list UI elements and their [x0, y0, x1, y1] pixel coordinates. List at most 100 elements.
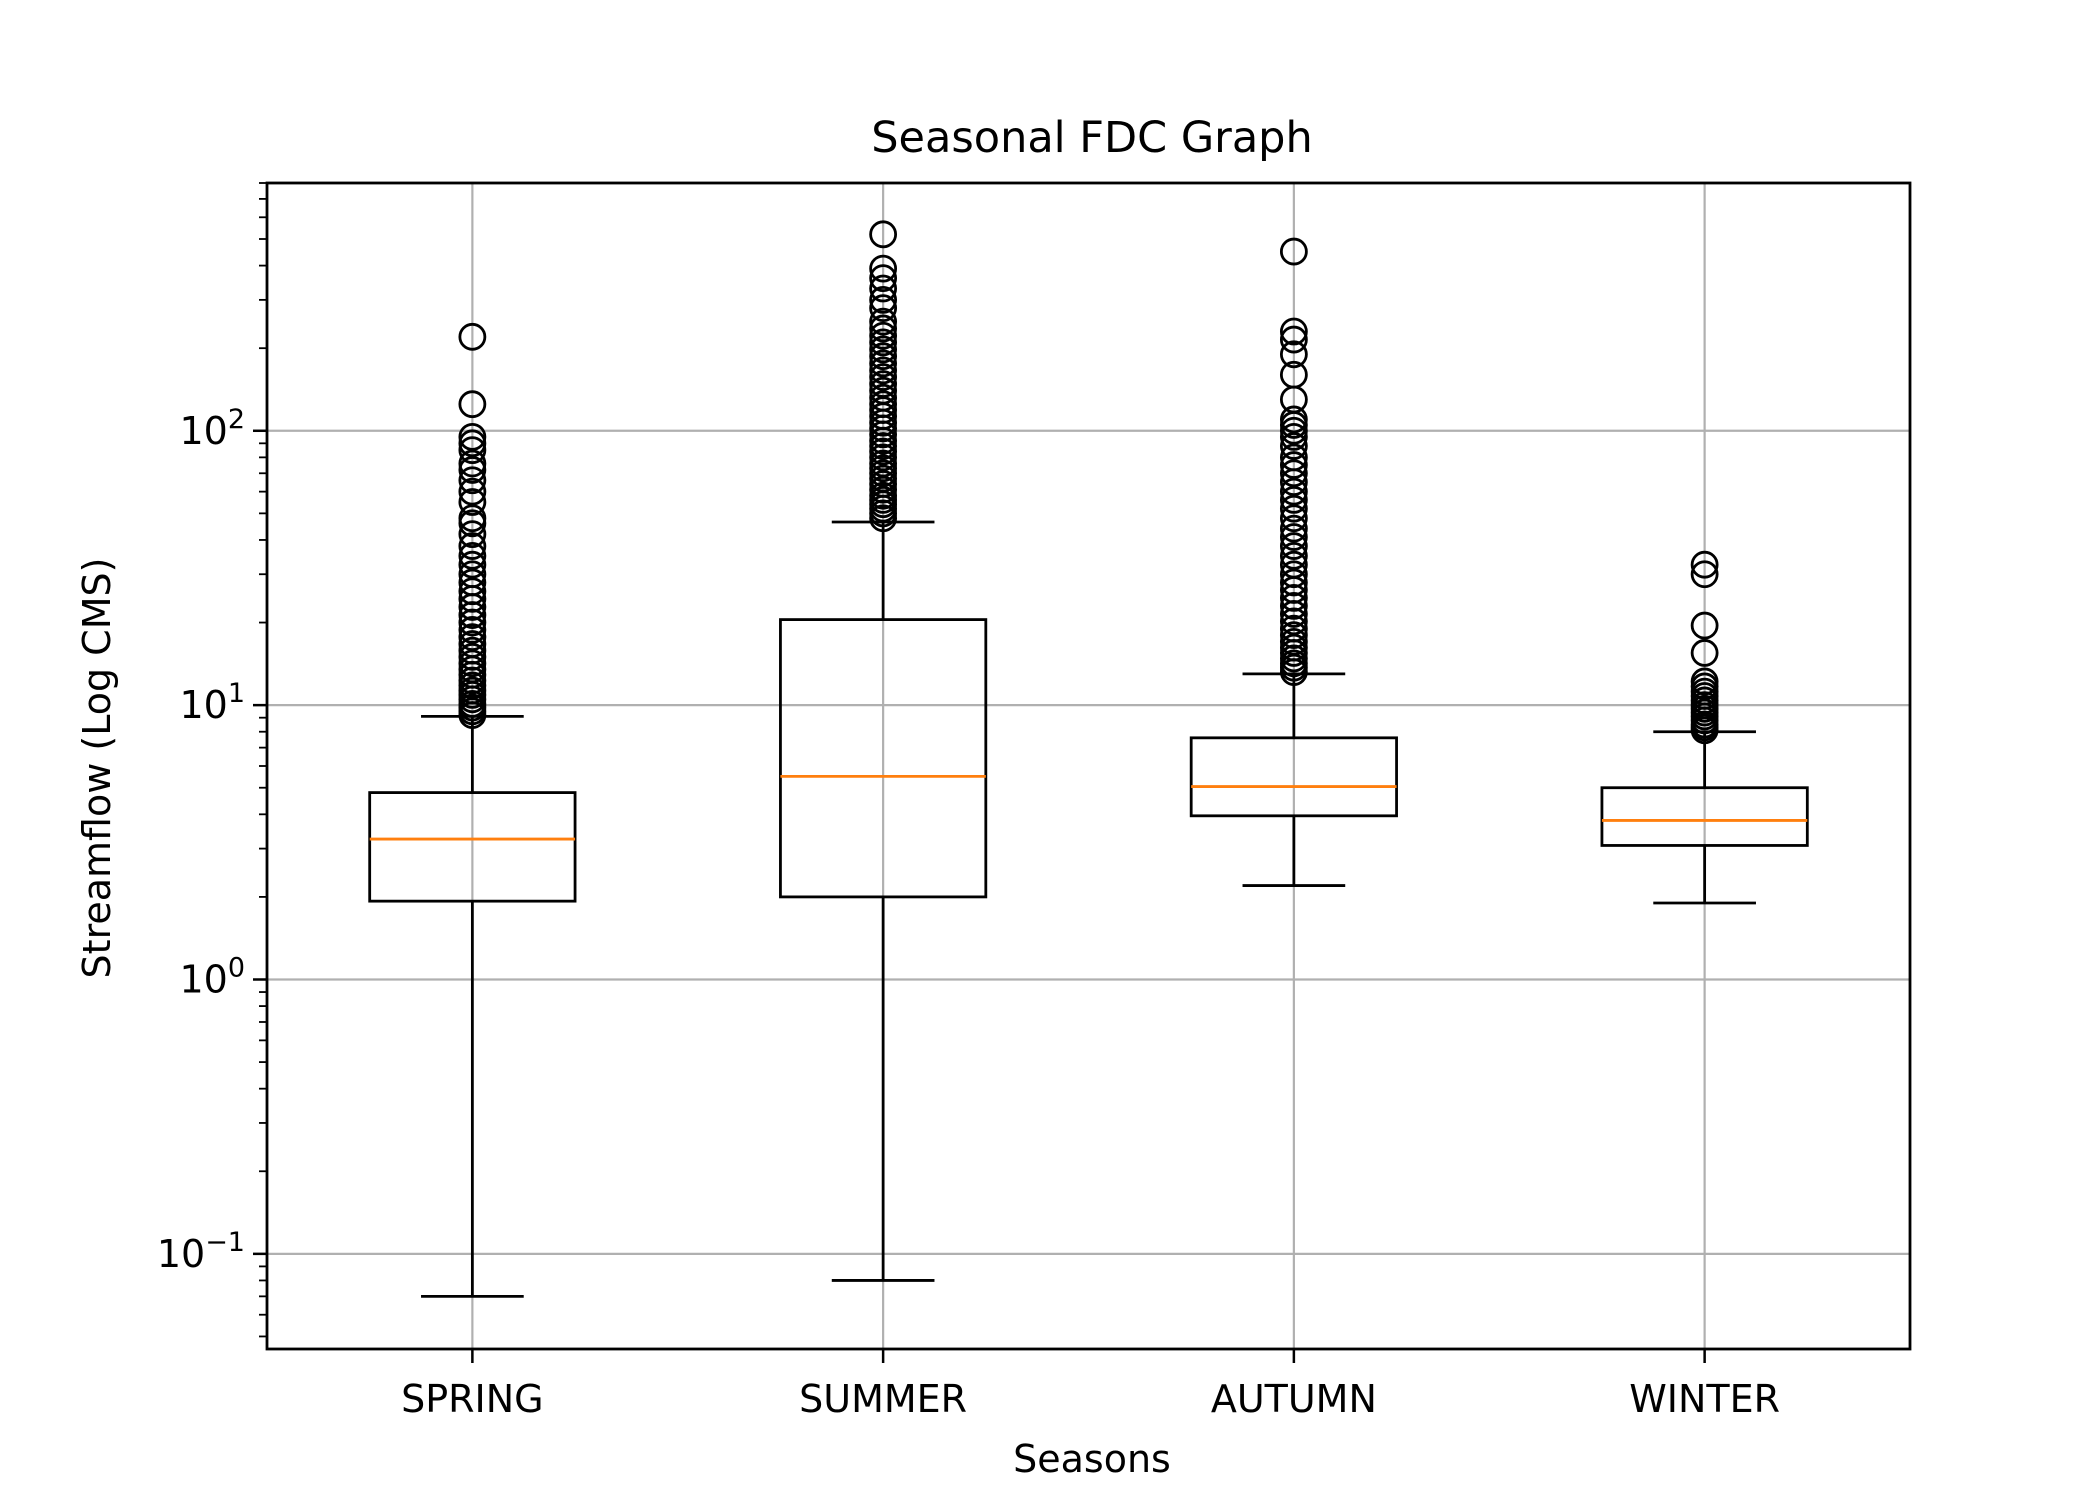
- outlier-point: [458, 466, 487, 495]
- outlier-point: [869, 307, 898, 336]
- outlier-point: [1279, 621, 1308, 649]
- outlier-point: [458, 616, 487, 644]
- outlier-point: [869, 274, 898, 303]
- iqr-box: [1189, 736, 1398, 818]
- x-tick-label: SUMMER: [799, 1377, 967, 1421]
- outlier-point: [458, 322, 487, 351]
- outlier-point: [458, 541, 487, 570]
- outlier-point: [1279, 237, 1308, 266]
- y-tick-label: 102: [179, 404, 245, 453]
- outlier-point: [869, 335, 898, 364]
- iqr-box: [779, 618, 988, 899]
- outlier-point: [869, 390, 898, 419]
- axis-layer: 10−1 100 101 102 SPRING SUMMER AUTUMN WINTER: [157, 181, 1912, 1421]
- outlier-point: [869, 363, 898, 391]
- plot-frame: [265, 181, 1912, 1351]
- outlier-point: [1279, 459, 1308, 488]
- outlier-point: [1279, 614, 1308, 643]
- outlier-point: [869, 449, 898, 478]
- outlier-point: [869, 376, 898, 405]
- outlier-point: [458, 642, 487, 671]
- box-group: [1189, 237, 1398, 887]
- box-group: [1600, 550, 1809, 905]
- outlier-point: [458, 636, 487, 665]
- outlier-point: [1279, 443, 1308, 472]
- outlier-point: [869, 349, 898, 378]
- x-tick-label: WINTER: [1629, 1377, 1780, 1421]
- outlier-point: [1279, 560, 1308, 589]
- outlier-point: [869, 321, 898, 350]
- outlier-point: [869, 370, 898, 398]
- outlier-point: [458, 422, 487, 451]
- outlier-point: [869, 285, 898, 314]
- box-layer: [368, 220, 1809, 1298]
- outlier-point: [1279, 317, 1308, 346]
- outlier-point: [869, 356, 898, 385]
- outlier-point: [1690, 667, 1719, 696]
- y-tick-label: 10−1: [157, 1227, 245, 1276]
- outlier-point: [1690, 560, 1719, 589]
- outlier-point: [1690, 611, 1719, 640]
- x-tick-label: SPRING: [401, 1377, 544, 1421]
- outlier-point: [458, 449, 487, 478]
- outlier-point: [458, 630, 487, 658]
- outlier-point: [458, 560, 487, 589]
- outlier-point: [458, 532, 487, 560]
- outlier-point: [1690, 639, 1719, 667]
- outlier-point: [1279, 550, 1308, 579]
- outlier-point: [458, 577, 487, 606]
- outlier-point: [1690, 550, 1719, 579]
- outlier-point: [869, 254, 898, 283]
- outlier-point: [1279, 591, 1308, 620]
- outlier-point: [1279, 451, 1308, 479]
- outlier-point: [1279, 477, 1308, 506]
- outlier-point: [1279, 360, 1308, 389]
- outlier-point: [458, 520, 487, 549]
- x-axis-label: Seasons: [1013, 1437, 1171, 1481]
- outlier-point: [1279, 325, 1308, 354]
- outlier-point: [458, 429, 487, 458]
- outlier-point: [1279, 532, 1308, 560]
- grid-layer: [267, 183, 1910, 1349]
- box-group: [368, 322, 577, 1298]
- outlier-point: [1279, 422, 1308, 451]
- outlier-point: [458, 504, 487, 533]
- iqr-box: [1600, 786, 1809, 847]
- outlier-point: [1279, 607, 1308, 636]
- outlier-point: [1279, 504, 1308, 533]
- y-tick-label: 101: [179, 678, 245, 727]
- outlier-point: [869, 314, 898, 343]
- outlier-point: [1279, 628, 1308, 656]
- x-tick-label: AUTUMN: [1211, 1377, 1377, 1421]
- outlier-point: [458, 488, 487, 516]
- outlier-point: [1279, 340, 1308, 369]
- chart-title: Seasonal FDC Graph: [871, 113, 1312, 163]
- outlier-point: [458, 568, 487, 597]
- outlier-point: [869, 220, 898, 249]
- outlier-point: [869, 264, 898, 293]
- y-axis-label: Streamflow (Log CMS): [75, 558, 119, 979]
- outlier-point: [1279, 514, 1308, 543]
- box-group: [779, 220, 988, 1282]
- iqr-box: [368, 791, 577, 903]
- outlier-point: [458, 436, 487, 465]
- outlier-point: [869, 342, 898, 371]
- outlier-point: [458, 477, 487, 506]
- outlier-point: [458, 390, 487, 419]
- outlier-point: [1279, 568, 1308, 597]
- outlier-point: [869, 294, 898, 322]
- outlier-point: [869, 328, 898, 357]
- outlier-point: [869, 383, 898, 412]
- outlier-point: [458, 456, 487, 484]
- outlier-point: [1279, 523, 1308, 551]
- outlier-point: [1279, 432, 1308, 460]
- outlier-point: [458, 623, 487, 651]
- outlier-point: [1279, 485, 1308, 514]
- y-tick-label: 100: [179, 952, 245, 1001]
- outlier-point: [1279, 494, 1308, 523]
- outlier-point: [1279, 405, 1308, 434]
- outlier-point: [458, 550, 487, 579]
- outlier-point: [1279, 541, 1308, 570]
